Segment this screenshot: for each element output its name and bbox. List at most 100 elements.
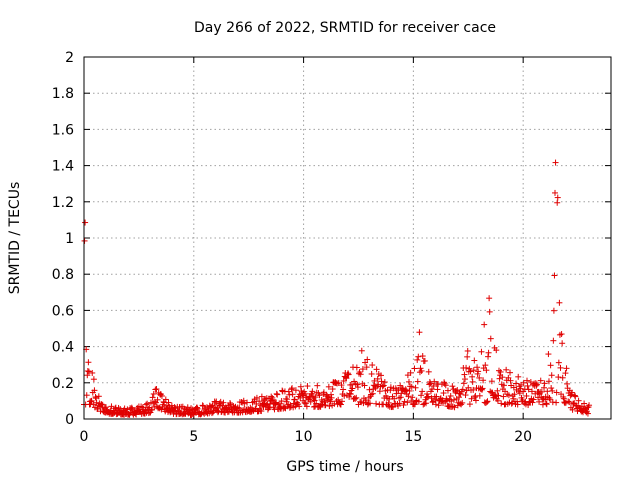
data-point — [256, 398, 263, 405]
data-point — [158, 392, 165, 399]
data-point — [474, 370, 481, 377]
data-point — [89, 369, 96, 376]
data-point — [220, 399, 227, 406]
data-point — [471, 394, 478, 401]
data-point — [102, 404, 109, 411]
data-point — [478, 386, 485, 393]
data-point — [581, 400, 588, 407]
data-point — [281, 404, 288, 411]
data-point — [184, 404, 191, 411]
data-point — [292, 387, 299, 394]
data-point — [434, 386, 441, 393]
y-tick-label: 1.6 — [52, 122, 74, 138]
data-point — [311, 397, 318, 404]
data-point — [302, 390, 309, 397]
data-point — [541, 380, 548, 387]
data-point — [363, 364, 370, 371]
data-point — [548, 372, 555, 379]
data-point — [366, 386, 373, 393]
data-point — [396, 400, 403, 407]
data-point — [353, 394, 360, 401]
data-point — [288, 386, 295, 393]
data-point — [369, 362, 376, 369]
data-point — [307, 394, 314, 401]
data-point — [212, 399, 219, 406]
data-point — [586, 402, 593, 409]
data-point — [560, 395, 567, 402]
plot-frame — [83, 56, 612, 420]
data-point — [417, 365, 424, 372]
data-point — [523, 392, 530, 399]
data-point — [441, 380, 448, 387]
data-point — [547, 362, 554, 369]
data-point — [400, 402, 407, 409]
data-point — [454, 387, 461, 394]
data-point — [425, 393, 432, 400]
data-point — [91, 387, 98, 394]
data-point — [486, 308, 493, 315]
tick-layer: 00.20.40.60.811.21.41.61.820 5 10 15 20 — [52, 50, 611, 445]
data-point — [185, 408, 192, 415]
data-point — [364, 356, 371, 363]
x-tick-label: 0 — [80, 429, 89, 445]
data-point — [326, 403, 333, 410]
data-point — [575, 397, 582, 404]
data-point — [121, 405, 128, 412]
data-point — [507, 377, 514, 384]
data-point — [378, 378, 385, 385]
data-point — [297, 394, 304, 401]
data-point — [442, 382, 449, 389]
data-point — [301, 399, 308, 406]
data-point — [397, 394, 404, 401]
data-point — [455, 394, 462, 401]
data-point — [528, 388, 535, 395]
data-point — [373, 400, 380, 407]
data-point — [279, 387, 286, 394]
data-point — [92, 393, 99, 400]
data-point — [480, 377, 487, 384]
data-point — [424, 390, 431, 397]
data-point — [419, 353, 426, 360]
data-point — [486, 295, 493, 302]
data-point — [162, 396, 169, 403]
data-point — [468, 395, 475, 402]
data-point — [414, 378, 421, 385]
data-point — [428, 395, 435, 402]
data-point — [162, 408, 169, 415]
data-point — [552, 189, 559, 196]
data-point — [562, 370, 569, 377]
data-point — [565, 398, 572, 405]
data-point — [572, 393, 579, 400]
data-point — [541, 384, 548, 391]
data-point — [494, 397, 501, 404]
data-point — [361, 382, 368, 389]
data-point — [559, 374, 566, 381]
y-tick-label: 1 — [65, 231, 74, 247]
data-point — [289, 391, 296, 398]
data-point — [484, 398, 491, 405]
data-point — [90, 401, 97, 408]
data-point — [498, 400, 505, 407]
data-point — [174, 407, 181, 414]
data-point — [466, 365, 473, 372]
data-point — [496, 375, 503, 382]
data-point — [321, 399, 328, 406]
data-point — [429, 386, 436, 393]
y-tick-label: 2 — [65, 50, 74, 66]
data-point — [449, 383, 456, 390]
data-point — [88, 397, 95, 404]
data-point — [194, 404, 201, 411]
data-point — [404, 399, 411, 406]
data-point — [354, 384, 361, 391]
data-point — [129, 405, 136, 412]
data-point — [524, 377, 531, 384]
data-point — [314, 382, 321, 389]
data-point — [346, 390, 353, 397]
data-point — [563, 365, 570, 372]
data-point — [470, 367, 477, 374]
data-point — [419, 388, 426, 395]
data-point — [444, 387, 451, 394]
data-point — [495, 392, 502, 399]
data-point — [322, 402, 329, 409]
data-point — [368, 370, 375, 377]
